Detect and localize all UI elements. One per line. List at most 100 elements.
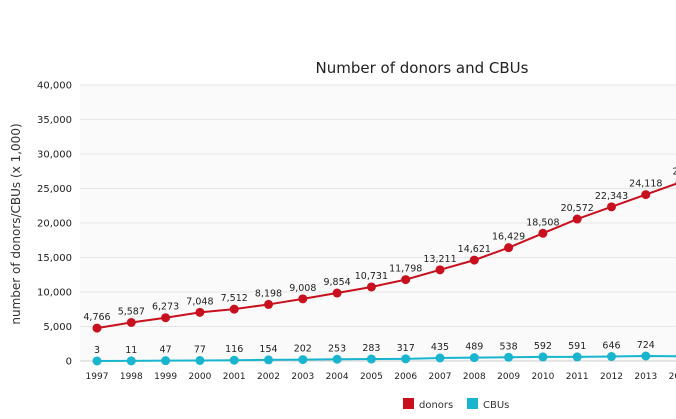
donors-point bbox=[92, 323, 102, 333]
y-tick-label: 15,000 bbox=[37, 253, 72, 264]
x-tick-label: 2013 bbox=[634, 372, 657, 382]
cbus-legend-label: CBUs bbox=[483, 400, 509, 411]
cbus-point bbox=[538, 352, 548, 362]
donors-point bbox=[435, 265, 445, 275]
cbus-legend-swatch bbox=[467, 398, 478, 409]
cbus-point bbox=[195, 355, 205, 365]
cbus-data-label: 435 bbox=[431, 342, 449, 353]
donors-data-label: 9,854 bbox=[323, 277, 350, 288]
cbus-point bbox=[366, 354, 376, 364]
cbus-data-label: 591 bbox=[568, 341, 586, 352]
y-tick-label: 10,000 bbox=[37, 288, 72, 299]
y-axis-label: number of donors/CBUs (x 1,000) bbox=[9, 123, 23, 324]
x-tick-label: 2011 bbox=[566, 372, 589, 382]
donors-data-label: 7,048 bbox=[186, 296, 213, 307]
donors-point bbox=[641, 190, 651, 200]
x-tick-label: 2003 bbox=[291, 372, 314, 382]
donors-data-label: 20,572 bbox=[561, 203, 594, 214]
donors-data-label: 5,587 bbox=[118, 306, 145, 317]
donors-data-label: 9,008 bbox=[289, 283, 316, 294]
donors-point bbox=[229, 304, 239, 314]
x-tick-label: 2012 bbox=[600, 372, 623, 382]
donors-data-label: 4,766 bbox=[83, 312, 110, 323]
x-tick-label: 2000 bbox=[188, 372, 211, 382]
cbus-data-label: 592 bbox=[534, 341, 552, 352]
cbus-data-label: 724 bbox=[637, 340, 655, 351]
x-axis-ticks: 1997 1998 1999 2000 2001 2002 2003 2004 2005 2006… bbox=[86, 372, 676, 382]
donors-point bbox=[607, 202, 616, 212]
y-tick-label: 20,000 bbox=[37, 219, 72, 230]
y-tick-label: 40,000 bbox=[37, 81, 72, 92]
series-layer bbox=[92, 180, 676, 366]
cbus-point bbox=[126, 356, 136, 366]
cbus-data-label: 47 bbox=[160, 345, 172, 356]
x-tick-label: 2010 bbox=[531, 372, 554, 382]
donors-point bbox=[298, 294, 308, 304]
y-tick-label: 0 bbox=[66, 357, 72, 368]
chart-title: Number of donors and CBUs bbox=[316, 59, 529, 77]
donors-point bbox=[538, 228, 548, 238]
donors-point bbox=[469, 255, 479, 265]
cbus-data-label: 116 bbox=[225, 344, 243, 355]
donors-data-label: 18,508 bbox=[526, 217, 559, 228]
data-labels: 4,766 5,587 6,273 7,048 7,512 8,198 9,008 9,854… bbox=[83, 166, 676, 356]
donors-line bbox=[96, 182, 676, 330]
y-tick-label: 5,000 bbox=[43, 322, 72, 333]
x-tick-label: 1999 bbox=[154, 372, 177, 382]
cbus-line bbox=[96, 355, 676, 362]
cbus-data-label: 283 bbox=[362, 343, 380, 354]
cbus-point bbox=[229, 355, 239, 365]
donors-point bbox=[366, 282, 376, 292]
cbus-point bbox=[332, 354, 342, 364]
cbus-point bbox=[401, 354, 411, 364]
donors-point bbox=[504, 243, 514, 253]
x-tick-label: 2002 bbox=[257, 372, 280, 382]
donors-point bbox=[332, 288, 342, 298]
donors-legend-swatch bbox=[403, 398, 414, 409]
donors-data-label: 22,343 bbox=[595, 191, 628, 202]
y-tick-label: 30,000 bbox=[37, 150, 72, 161]
cbus-point bbox=[641, 351, 651, 361]
donors-data-label: 25, bbox=[673, 166, 676, 177]
donors-data-label: 11,798 bbox=[389, 264, 422, 275]
x-tick-label: 2008 bbox=[463, 372, 486, 382]
donors-point bbox=[195, 307, 205, 317]
cbus-data-label: 489 bbox=[465, 342, 483, 353]
donors-point bbox=[572, 214, 582, 224]
y-axis-ticks: 0 5,000 10,000 15,000 20,000 25,000 30,000 35,0… bbox=[37, 81, 72, 368]
x-tick-label: 2001 bbox=[223, 372, 246, 382]
x-tick-label: 1998 bbox=[120, 372, 143, 382]
x-tick-label: 2005 bbox=[360, 372, 383, 382]
cbus-point bbox=[572, 352, 582, 362]
donors-data-label: 8,198 bbox=[255, 288, 282, 299]
cbus-data-label: 77 bbox=[194, 344, 206, 355]
y-tick-label: 35,000 bbox=[37, 115, 72, 126]
cbus-point bbox=[607, 352, 616, 362]
x-tick-label: 1997 bbox=[86, 372, 109, 382]
donors-point bbox=[264, 299, 273, 309]
cbus-point bbox=[92, 356, 102, 366]
cbus-point bbox=[469, 353, 479, 363]
cbus-data-label: 646 bbox=[602, 341, 620, 352]
x-tick-label: 2009 bbox=[497, 372, 520, 382]
donors-data-label: 10,731 bbox=[355, 271, 388, 282]
cbus-point bbox=[264, 355, 273, 365]
cbus-point bbox=[161, 356, 171, 366]
donors-data-label: 14,621 bbox=[458, 244, 491, 255]
cbus-point bbox=[504, 352, 514, 362]
cbus-point bbox=[435, 353, 445, 363]
donors-data-label: 13,211 bbox=[423, 254, 456, 265]
x-tick-label: 2014 bbox=[669, 372, 676, 382]
cbus-data-label: 538 bbox=[500, 341, 518, 352]
cbus-data-label: 154 bbox=[259, 344, 277, 355]
x-tick-label: 2004 bbox=[326, 372, 349, 382]
donors-data-label: 16,429 bbox=[492, 232, 525, 243]
cbus-data-label: 3 bbox=[94, 345, 100, 356]
cbus-point bbox=[298, 355, 308, 365]
donors-point bbox=[401, 275, 411, 285]
donors-point bbox=[126, 317, 136, 327]
cbus-data-label: 202 bbox=[294, 344, 312, 355]
donors-data-label: 7,512 bbox=[221, 293, 248, 304]
y-tick-label: 25,000 bbox=[37, 184, 72, 195]
